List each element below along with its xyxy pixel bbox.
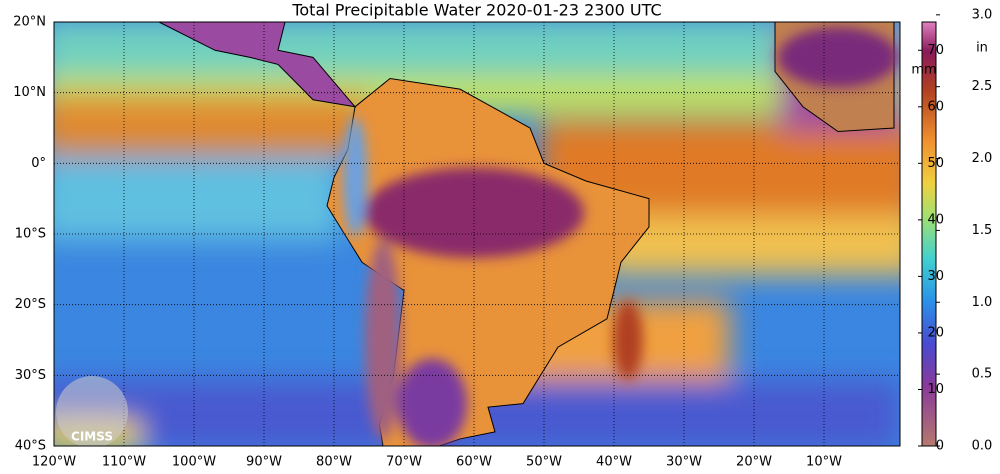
- land: [158, 22, 898, 446]
- colorbar-tick-label: 20: [927, 325, 944, 340]
- colorbar-tick-label: 40: [927, 212, 944, 227]
- land-moisture: [343, 27, 898, 446]
- x-tick-label: 80°W: [316, 455, 352, 470]
- central-america: [158, 22, 357, 108]
- y-tick-label: 10°S: [15, 227, 46, 242]
- x-tick-label: 20°W: [736, 455, 772, 470]
- map: CIMSS: [54, 22, 900, 446]
- map-frame: [53, 21, 901, 447]
- y-tick-label: 30°S: [15, 368, 46, 383]
- colorbar-tick-label: 30: [927, 269, 944, 284]
- andes-west: [365, 240, 401, 440]
- x-tick-label: 100°W: [172, 455, 216, 470]
- y-tick-label: 20°N: [13, 15, 46, 30]
- x-tick-label: 10°W: [806, 455, 842, 470]
- colorbar-label: mm: [911, 63, 936, 78]
- colorbar-label2: in: [976, 41, 988, 56]
- y-tick-label: 20°S: [15, 297, 46, 312]
- patagonia: [397, 358, 467, 446]
- y-tick-label: 40°S: [15, 439, 46, 454]
- colorbar-tick-label: 60: [927, 99, 944, 114]
- x-tick-label: 40°W: [596, 455, 632, 470]
- x-tick-label: 50°W: [526, 455, 562, 470]
- grid: [54, 22, 900, 446]
- colorbar-tick2-label: 1.0: [972, 295, 993, 310]
- x-tick-label: 60°W: [456, 455, 492, 470]
- title: Total Precipitable Water 2020-01-23 2300…: [291, 1, 661, 20]
- x-tick-label: 70°W: [386, 455, 422, 470]
- x-tick-label: 30°W: [666, 455, 702, 470]
- colorbar-tick2-label: 2.5: [972, 79, 993, 94]
- amazon: [364, 167, 584, 258]
- brazil-east: [613, 300, 643, 380]
- colorbar-tick2-label: 2.0: [972, 151, 993, 166]
- logo: CIMSS: [71, 430, 113, 444]
- colorbar-tick2-label: 0.0: [972, 439, 993, 454]
- colorbar-tick-label: 70: [927, 43, 944, 58]
- andes-north: [343, 117, 367, 238]
- colorbar: [921, 21, 937, 447]
- colorbar-tick-label: 50: [927, 156, 944, 171]
- y-tick-label: 0°: [31, 156, 46, 171]
- colorbar-tick2-label: 3.0: [972, 7, 993, 22]
- x-tick-label: 90°W: [246, 455, 282, 470]
- colorbar-tick-label: 10: [927, 382, 944, 397]
- colorbar-tick2-label: 0.5: [972, 367, 993, 382]
- y-tick-label: 10°N: [13, 85, 46, 100]
- colorbar-tick2-label: 1.5: [972, 223, 993, 238]
- logo-badge: [56, 376, 128, 446]
- x-tick-label: 120°W: [32, 455, 76, 470]
- sahel: [778, 27, 898, 88]
- x-tick-label: 110°W: [102, 455, 146, 470]
